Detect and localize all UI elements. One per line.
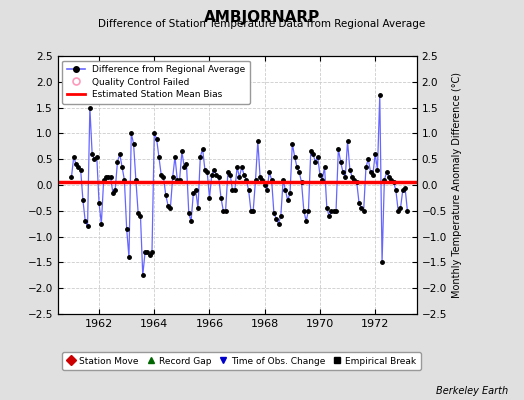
Text: Berkeley Earth: Berkeley Earth: [436, 386, 508, 396]
Text: Difference of Station Temperature Data from Regional Average: Difference of Station Temperature Data f…: [99, 19, 425, 29]
Y-axis label: Monthly Temperature Anomaly Difference (°C): Monthly Temperature Anomaly Difference (…: [452, 72, 462, 298]
Text: AMBJORNARP: AMBJORNARP: [204, 10, 320, 25]
Legend: Station Move, Record Gap, Time of Obs. Change, Empirical Break: Station Move, Record Gap, Time of Obs. C…: [62, 352, 421, 370]
